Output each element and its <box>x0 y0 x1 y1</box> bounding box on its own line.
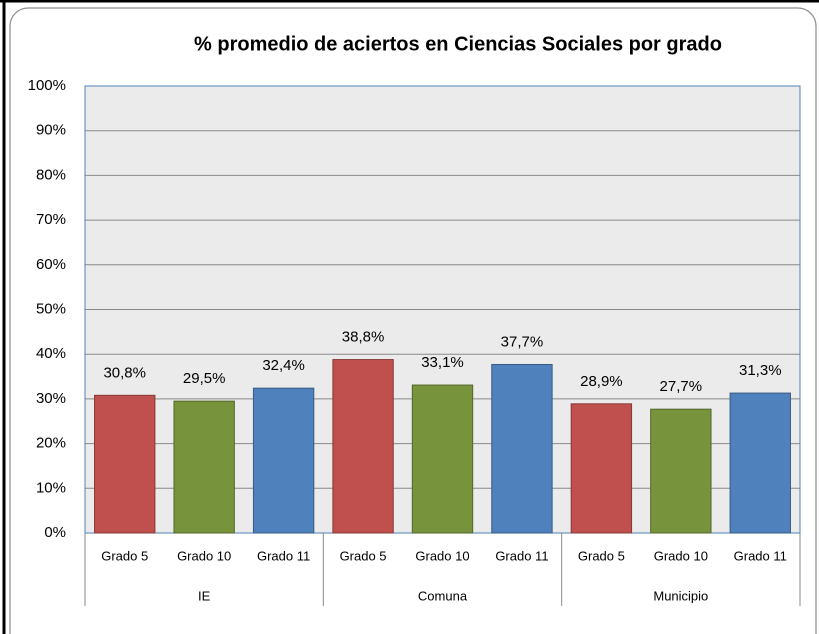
bar <box>94 394 156 534</box>
bar <box>650 408 712 534</box>
y-tick-label: 80% <box>36 166 66 183</box>
y-tick-label: 30% <box>36 390 66 407</box>
x-tick-label: Grado 10 <box>177 548 231 563</box>
y-tick-label: 50% <box>36 300 66 317</box>
x-tick-label: Grado 11 <box>257 548 310 563</box>
bar <box>173 400 235 534</box>
bar <box>252 387 315 534</box>
y-tick-label: 100% <box>28 77 66 94</box>
data-label: 33,1% <box>421 354 464 371</box>
x-tick-label: Grado 11 <box>734 548 787 563</box>
y-tick-label: 70% <box>36 211 66 228</box>
x-tick-label: Grado 10 <box>654 548 708 563</box>
group-label: Comuna <box>418 588 468 603</box>
x-tick-label: Grado 5 <box>340 548 387 563</box>
bar <box>729 392 791 534</box>
data-label: 27,7% <box>660 378 703 395</box>
x-tick-label: Grado 5 <box>101 548 148 563</box>
data-label: 28,9% <box>580 373 623 390</box>
x-tick-label: Grado 10 <box>415 548 469 563</box>
data-label: 29,5% <box>183 370 226 387</box>
y-tick-label: 10% <box>36 479 66 496</box>
y-tick-label: 20% <box>36 435 66 452</box>
data-label: 37,7% <box>501 333 544 350</box>
bar <box>491 363 553 534</box>
y-tick-label: 60% <box>36 256 66 273</box>
data-label: 31,3% <box>739 362 782 379</box>
chart-title: % promedio de aciertos en Ciencias Socia… <box>194 33 722 55</box>
group-label: IE <box>198 588 211 603</box>
bar <box>411 384 474 534</box>
x-tick-label: Grado 11 <box>495 548 548 563</box>
bar <box>570 403 633 534</box>
data-label: 38,8% <box>342 329 385 346</box>
y-tick-label: 0% <box>44 524 66 541</box>
data-label: 30,8% <box>103 364 146 381</box>
y-tick-label: 90% <box>36 122 66 139</box>
x-tick-label: Grado 5 <box>578 548 625 563</box>
data-label: 32,4% <box>262 357 305 374</box>
bar <box>332 359 394 534</box>
group-label: Municipio <box>653 588 708 603</box>
y-tick-label: 40% <box>36 345 66 362</box>
